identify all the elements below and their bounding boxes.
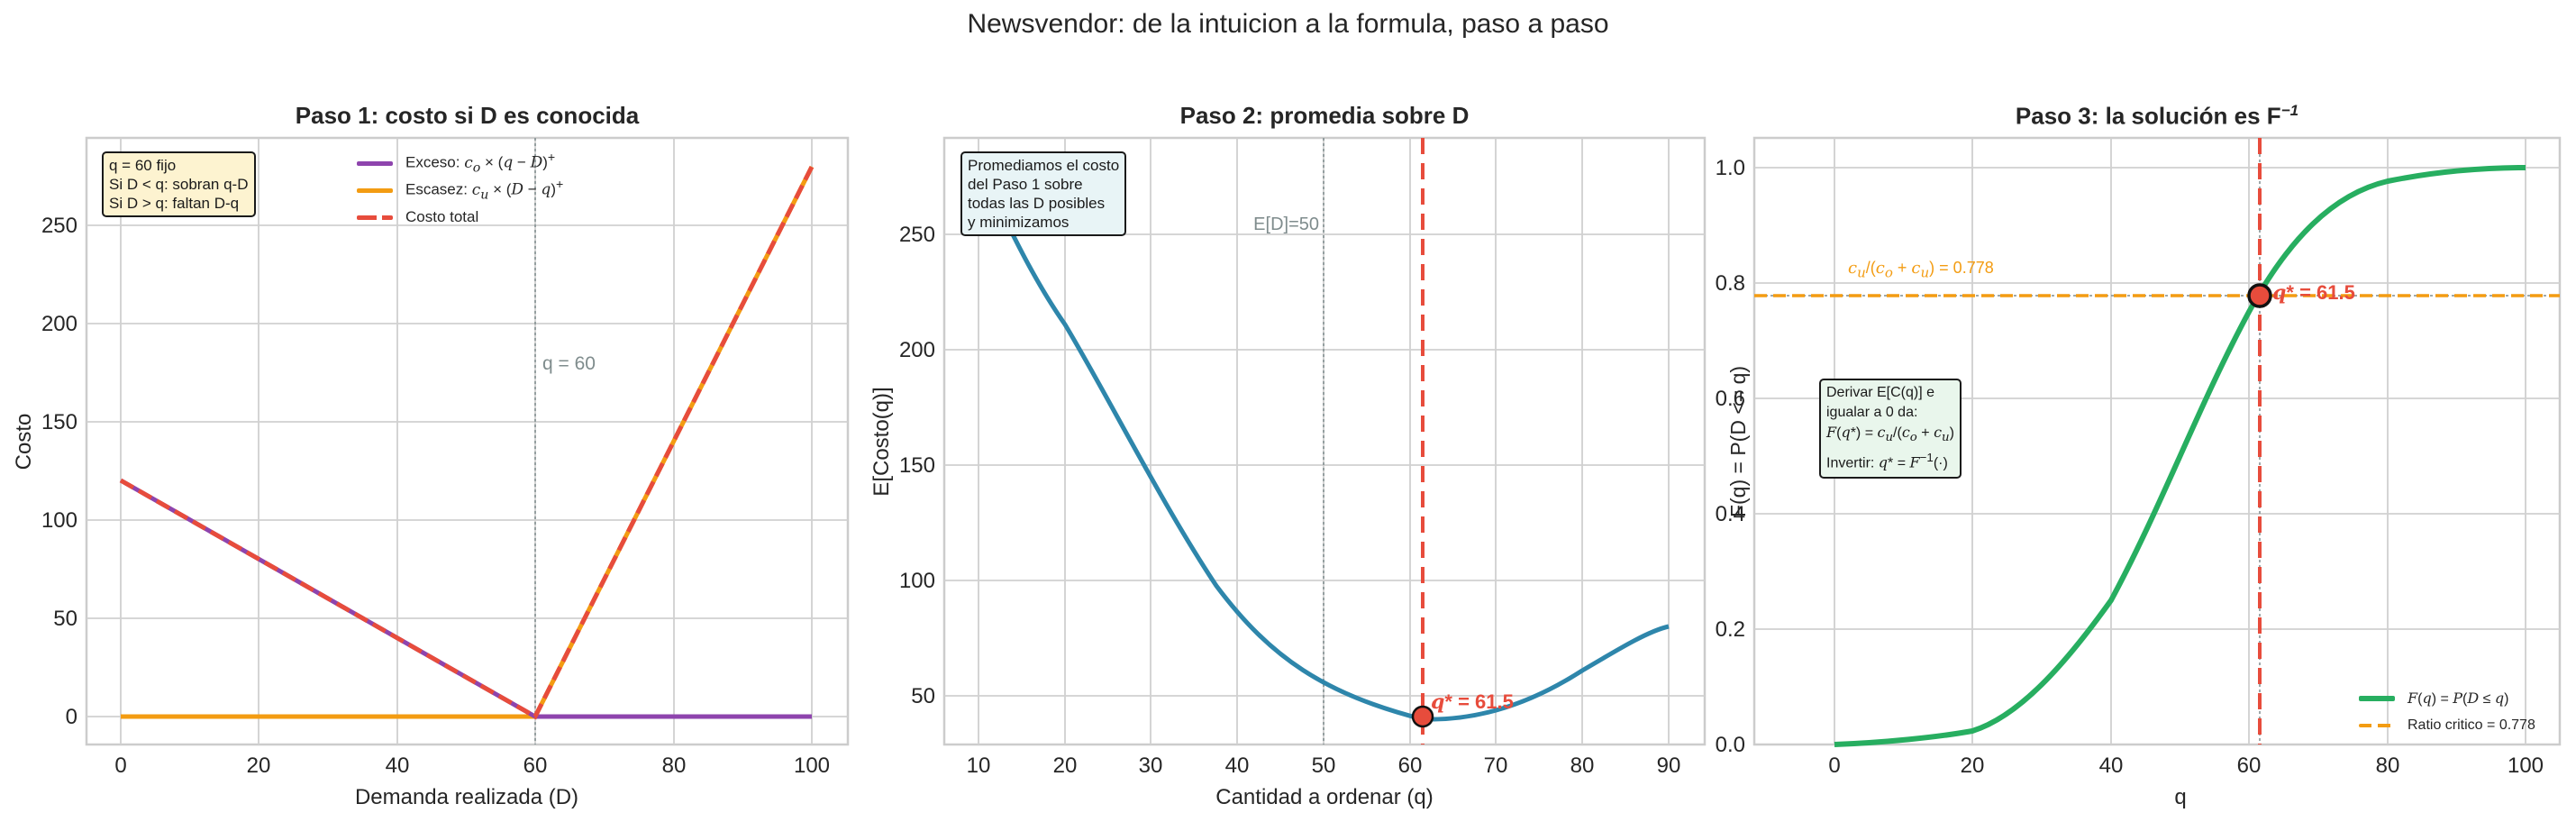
legend-item-exceso: Exceso: co × (q − D)+ bbox=[357, 150, 563, 177]
svg-text:100: 100 bbox=[2508, 754, 2544, 778]
svg-text:80: 80 bbox=[1570, 754, 1595, 778]
panel2-ylabel: E[Costo(q)] bbox=[869, 387, 894, 496]
svg-text:100: 100 bbox=[794, 754, 830, 778]
panel1-ylabel: Costo bbox=[12, 414, 36, 470]
panel3-xlabel: q bbox=[2174, 785, 2186, 809]
svg-text:200: 200 bbox=[41, 312, 77, 336]
svg-text:250: 250 bbox=[41, 214, 77, 238]
legend-item-ratio: Ratio critico = 0.778 bbox=[2359, 712, 2535, 739]
info-line: Promediamos el costo bbox=[968, 157, 1120, 174]
panel3-ratio-label: cu/(co + cu) = 0.778 bbox=[1848, 259, 1994, 281]
legend-label: Ratio critico = 0.778 bbox=[2408, 717, 2535, 733]
legend-swatch bbox=[357, 187, 393, 193]
svg-text:10: 10 bbox=[967, 754, 991, 778]
panel3-legend: F(q) = P(D ≤ q) Ratio critico = 0.778 bbox=[2359, 685, 2535, 739]
svg-text:50: 50 bbox=[53, 607, 77, 631]
legend-swatch bbox=[357, 160, 393, 166]
svg-text:100: 100 bbox=[899, 569, 935, 593]
legend-label: Costo total bbox=[405, 208, 479, 225]
svg-text:20: 20 bbox=[247, 754, 271, 778]
panel3-title: Paso 3: la solución es F−1 bbox=[1754, 102, 2560, 131]
info-line: Si D < q: sobran q-D bbox=[109, 176, 249, 193]
legend-swatch bbox=[357, 215, 393, 220]
panel3-ylabel-visible: F(q) = P(D <= q) bbox=[1726, 366, 1750, 517]
info-line: Si D > q: faltan D-q bbox=[109, 195, 240, 212]
svg-text:20: 20 bbox=[1053, 754, 1078, 778]
svg-text:40: 40 bbox=[386, 754, 410, 778]
svg-text:50: 50 bbox=[1312, 754, 1336, 778]
info-line: y minimizamos bbox=[968, 214, 1070, 231]
svg-text:200: 200 bbox=[899, 338, 935, 362]
svg-text:150: 150 bbox=[899, 453, 935, 478]
info-line: q = 60 fijo bbox=[109, 157, 177, 174]
svg-text:0.2: 0.2 bbox=[1716, 617, 1745, 642]
panel3-opt-label: q* = 61.5 bbox=[2272, 281, 2355, 305]
figure-title: Newsvendor: de la intuicion a la formula… bbox=[967, 9, 1609, 39]
svg-text:60: 60 bbox=[2237, 754, 2262, 778]
svg-text:30: 30 bbox=[1139, 754, 1163, 778]
svg-text:40: 40 bbox=[2099, 754, 2124, 778]
legend-item-cdf: F(q) = P(D ≤ q) bbox=[2359, 685, 2535, 712]
svg-text:60: 60 bbox=[1398, 754, 1423, 778]
panel2-xlabel: Cantidad a ordenar (q) bbox=[1215, 785, 1433, 809]
panel3-info-box: Derivar E[C(q)] e igualar a 0 da: F(q*) … bbox=[1819, 379, 1962, 479]
info-line: Derivar E[C(q)] e bbox=[1826, 385, 1935, 400]
panel2-info-box: Promediamos el costo del Paso 1 sobre to… bbox=[960, 151, 1127, 236]
svg-text:0.8: 0.8 bbox=[1716, 271, 1745, 296]
svg-text:100: 100 bbox=[41, 508, 77, 533]
svg-text:50: 50 bbox=[911, 684, 935, 708]
panel1-xlabel: Demanda realizada (D) bbox=[355, 785, 578, 809]
legend-item-escasez: Escasez: cu × (D − q)+ bbox=[357, 177, 563, 204]
svg-text:90: 90 bbox=[1657, 754, 1681, 778]
info-line: Invertir: q* = F−1(·) bbox=[1826, 451, 1948, 471]
panel1-q-label: q = 60 bbox=[542, 353, 596, 374]
info-line: igualar a 0 da: bbox=[1826, 405, 1918, 420]
svg-text:250: 250 bbox=[899, 223, 935, 247]
svg-text:0: 0 bbox=[66, 705, 77, 729]
svg-text:20: 20 bbox=[1961, 754, 1985, 778]
legend-label: F(q) = P(D ≤ q) bbox=[2408, 690, 2509, 707]
legend-label: Escasez: cu × (D − q)+ bbox=[405, 178, 564, 203]
info-line: del Paso 1 sobre bbox=[968, 176, 1083, 193]
svg-text:0.4: 0.4 bbox=[1716, 502, 1745, 526]
panel2-mean-label: E[D]=50 bbox=[1253, 215, 1319, 234]
svg-text:80: 80 bbox=[662, 754, 687, 778]
legend-swatch bbox=[2359, 724, 2395, 727]
legend-item-total: Costo total bbox=[357, 204, 563, 231]
svg-text:0.0: 0.0 bbox=[1716, 733, 1745, 757]
panel2-title: Paso 2: promedia sobre D bbox=[1179, 102, 1470, 129]
legend-swatch bbox=[2359, 696, 2395, 701]
svg-text:1.0: 1.0 bbox=[1716, 156, 1745, 180]
svg-text:60: 60 bbox=[523, 754, 548, 778]
panel1-title: Paso 1: costo si D es conocida bbox=[295, 102, 640, 129]
svg-text:0: 0 bbox=[114, 754, 126, 778]
svg-text:0.6: 0.6 bbox=[1716, 387, 1745, 411]
legend-label: Exceso: co × (q − D)+ bbox=[405, 151, 556, 176]
svg-text:150: 150 bbox=[41, 410, 77, 434]
info-line: todas las D posibles bbox=[968, 195, 1106, 212]
svg-text:0: 0 bbox=[1828, 754, 1840, 778]
panel2-opt-label: q* = 61.5 bbox=[1431, 690, 1514, 714]
panel1-info-box: q = 60 fijo Si D < q: sobran q-D Si D > … bbox=[102, 151, 256, 217]
panel3-title-text: Paso 3: la solución es F bbox=[2015, 102, 2281, 130]
panel1-axes: 0 20 40 60 80 100 0 50 100 150 200 250 Demanda… bbox=[12, 136, 850, 809]
svg-text:80: 80 bbox=[2376, 754, 2400, 778]
svg-text:40: 40 bbox=[1225, 754, 1250, 778]
svg-text:70: 70 bbox=[1484, 754, 1508, 778]
panel1-legend: Exceso: co × (q − D)+ Escasez: cu × (D −… bbox=[357, 150, 563, 231]
info-line: F(q*) = cu/(co + cu) bbox=[1826, 424, 1954, 445]
panel3-title-sup: −1 bbox=[2280, 102, 2299, 119]
